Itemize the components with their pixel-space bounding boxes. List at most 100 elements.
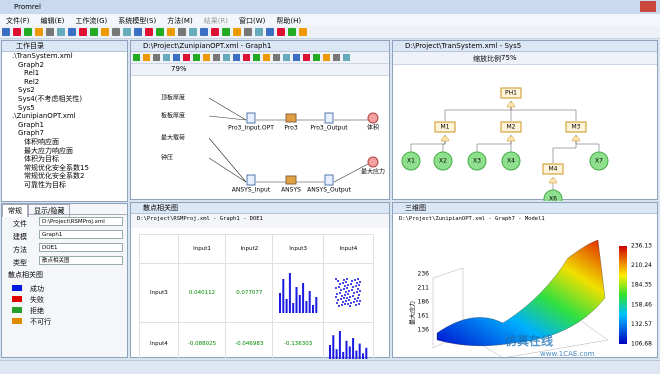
tool-button[interactable] xyxy=(272,54,280,61)
tool-button[interactable] xyxy=(199,28,208,36)
tool-button[interactable] xyxy=(152,54,160,61)
tool-button[interactable] xyxy=(142,54,150,61)
tool-button[interactable] xyxy=(144,28,153,36)
tool-button[interactable] xyxy=(254,28,263,36)
tool-button[interactable] xyxy=(302,54,310,61)
tool-button[interactable] xyxy=(12,28,21,36)
tool-button[interactable] xyxy=(162,54,170,61)
menu-item[interactable]: 系统模型(S) xyxy=(118,17,157,25)
tool-button[interactable] xyxy=(67,28,76,36)
tool-button[interactable] xyxy=(133,28,142,36)
tool-button[interactable] xyxy=(292,54,300,61)
sys5-window: D:\Project\TranSystem.xml - Sys5 缩放比例 75%… xyxy=(392,40,658,209)
property-value[interactable]: DOE1 xyxy=(39,243,123,252)
tree-item[interactable]: 可靠性为目标 xyxy=(24,180,66,189)
tab[interactable]: 常规 xyxy=(2,204,28,217)
legend-item: 成功 xyxy=(12,283,127,294)
tool-button[interactable] xyxy=(252,54,260,61)
scatter-dot xyxy=(339,292,342,294)
menu-item[interactable]: 结果(R) xyxy=(203,17,229,25)
tree-item[interactable]: 常规优化安全系数15 xyxy=(24,163,89,172)
tool-button[interactable] xyxy=(155,28,164,36)
menu-item[interactable]: 帮助(H) xyxy=(276,17,302,25)
property-value[interactable]: Graph1 xyxy=(39,230,123,239)
tree-item[interactable]: .\ZunipianOPT.xml xyxy=(12,112,76,121)
tool-button[interactable] xyxy=(111,28,120,36)
connector xyxy=(333,163,369,183)
tree-item[interactable]: 常规优化安全系数2 xyxy=(24,172,85,181)
tree-item[interactable]: Sys2 xyxy=(18,86,35,95)
file-node xyxy=(246,112,256,124)
gate-box xyxy=(500,121,522,133)
tool-button[interactable] xyxy=(332,54,340,61)
menu-item[interactable]: 文件(F) xyxy=(6,17,30,25)
tool-button[interactable] xyxy=(212,54,220,61)
tool-button[interactable] xyxy=(100,28,109,36)
tool-button[interactable] xyxy=(45,28,54,36)
hist-bar xyxy=(335,349,338,359)
edge xyxy=(510,101,577,121)
tool-button[interactable] xyxy=(312,54,320,61)
tree-item[interactable]: .\TranSystem.xml xyxy=(12,52,73,60)
tool-button[interactable] xyxy=(56,28,65,36)
tool-button[interactable] xyxy=(232,54,240,61)
gate-box xyxy=(434,121,456,133)
menu-item[interactable]: 方法(M) xyxy=(167,17,193,25)
scatter-dot xyxy=(338,305,341,307)
tool-button[interactable] xyxy=(122,28,131,36)
tool-button[interactable] xyxy=(177,28,186,36)
tool-button[interactable] xyxy=(172,54,180,61)
tree-item[interactable]: Graph1 xyxy=(18,120,44,129)
tree-item[interactable]: Graph7 xyxy=(18,129,44,138)
tool-button[interactable] xyxy=(182,54,190,61)
column-header: Input1 xyxy=(177,234,227,264)
scatter-dot xyxy=(353,301,356,303)
tree-item[interactable]: Sys5 xyxy=(18,103,35,112)
tool-button[interactable] xyxy=(188,28,197,36)
tool-button[interactable] xyxy=(282,54,290,61)
tool-button[interactable] xyxy=(210,28,219,36)
scatter-dot xyxy=(355,285,358,287)
property-value[interactable]: D:\Project\RSMProj.xml xyxy=(39,217,123,226)
tool-button[interactable] xyxy=(265,28,274,36)
property-value[interactable]: 散点相关图 xyxy=(39,256,123,265)
tool-button[interactable] xyxy=(192,54,200,61)
menu-item[interactable]: 窗口(W) xyxy=(239,17,266,25)
tab[interactable]: 显示/隐藏 xyxy=(28,204,71,217)
tool-button[interactable] xyxy=(242,54,250,61)
tool-button[interactable] xyxy=(1,28,10,36)
tool-button[interactable] xyxy=(78,28,87,36)
tool-button[interactable] xyxy=(298,28,307,36)
tree-item[interactable]: 最大应力响应面 xyxy=(24,146,73,155)
tool-button[interactable] xyxy=(89,28,98,36)
tool-button[interactable] xyxy=(276,28,285,36)
scatter-dot xyxy=(354,279,357,281)
tree-item[interactable]: Rel1 xyxy=(24,69,40,78)
tree-item[interactable]: 体积为目标 xyxy=(24,155,59,164)
tool-button[interactable] xyxy=(262,54,270,61)
tool-button[interactable] xyxy=(23,28,32,36)
tool-button[interactable] xyxy=(34,28,43,36)
column-header: Input3 xyxy=(272,234,324,264)
colorbar-tick: 158.46 xyxy=(631,301,652,308)
tool-button[interactable] xyxy=(243,28,252,36)
tool-button[interactable] xyxy=(202,54,210,61)
tool-button[interactable] xyxy=(232,28,241,36)
tool-button[interactable] xyxy=(221,28,230,36)
tree-item[interactable]: Graph2 xyxy=(18,60,44,69)
menu-item[interactable]: 编辑(E) xyxy=(40,17,65,25)
tool-button[interactable] xyxy=(287,28,296,36)
tool-button[interactable] xyxy=(222,54,230,61)
scatter-dot xyxy=(353,292,356,294)
tree-item[interactable]: Rel2 xyxy=(24,77,40,86)
tool-button[interactable] xyxy=(342,54,350,61)
tree-item[interactable]: Sys4(不考虑相关性) xyxy=(18,94,83,103)
tool-button[interactable] xyxy=(322,54,330,61)
legend-title: 散点相关图 xyxy=(8,271,43,279)
tool-button[interactable] xyxy=(166,28,175,36)
tool-button[interactable] xyxy=(132,54,140,61)
tree-item[interactable]: 体积响应面 xyxy=(24,137,59,146)
menu-item[interactable]: 工作流(G) xyxy=(75,17,108,25)
plot-cell xyxy=(272,263,324,323)
